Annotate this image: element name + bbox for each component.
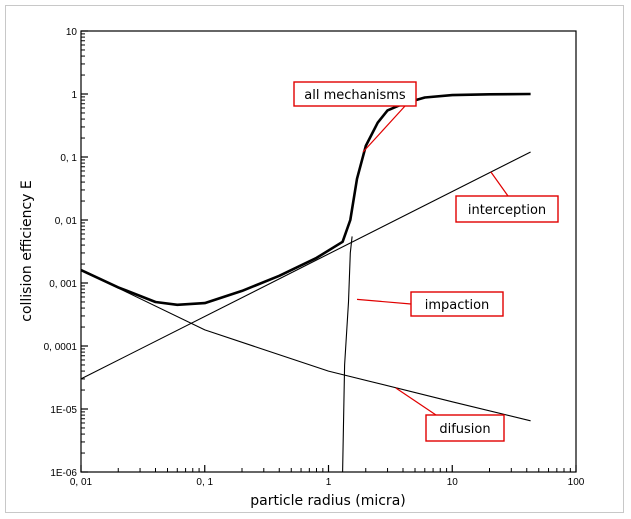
- y-axis-ticks: 10 1 0, 1 0, 01 0, 001 0, 0001 1E-05 1E-06: [44, 27, 88, 479]
- annotation-leader-impaction: [356, 298, 412, 305]
- y-axis-title: collision efficiency E: [19, 180, 35, 322]
- chart-svg: 0, 01 0, 1 1 10 100 10 1 0, 1 0, 01 0, 001 0, 000…: [19, 27, 585, 509]
- annotation-label-impaction: impaction: [425, 298, 490, 313]
- y-tick-label: 10: [66, 27, 78, 38]
- annotation-box-interception: [455, 195, 559, 223]
- annotation-box-impaction: [410, 291, 504, 317]
- series-lines: [80, 92, 531, 473]
- series-line-interception: [80, 151, 531, 380]
- annotation-leader-interception: [490, 171, 509, 197]
- y-tick-label: 0, 0001: [44, 342, 78, 353]
- series-line-impaction: [342, 236, 353, 473]
- annotation-label-all-mechanisms: all mechanisms: [304, 88, 406, 103]
- annotation-leader-difusion: [395, 387, 437, 416]
- annotation-box-all-mechanisms: [293, 81, 417, 107]
- series-line-difusion: [80, 269, 531, 422]
- y-tick-label: 0, 01: [55, 216, 78, 227]
- annotation-label-difusion: difusion: [439, 422, 490, 437]
- x-tick-label: 1: [326, 477, 332, 488]
- y-tick-label: 0, 001: [49, 279, 77, 290]
- y-tick-label: 1: [71, 90, 77, 101]
- annotation-label-interception: interception: [468, 203, 546, 218]
- x-axis-title: particle radius (micra): [250, 493, 405, 509]
- series-line-all-mechanisms: [80, 92, 531, 307]
- x-tick-label: 0, 1: [196, 477, 213, 488]
- annotations: all mechanisms interception impaction difus…: [293, 81, 559, 442]
- x-tick-label: 0, 01: [70, 477, 93, 488]
- y-tick-label: 0, 1: [60, 153, 77, 164]
- x-tick-label: 100: [568, 477, 585, 488]
- x-tick-label: 10: [447, 477, 459, 488]
- chart-figure: 0, 01 0, 1 1 10 100 10 1 0, 1 0, 01 0, 001 0, 000…: [5, 5, 624, 513]
- y-tick-label: 1E-06: [50, 468, 77, 479]
- annotation-box-difusion: [425, 414, 505, 442]
- y-tick-label: 1E-05: [50, 405, 77, 416]
- x-axis-ticks: 0, 01 0, 1 1 10 100: [70, 465, 585, 488]
